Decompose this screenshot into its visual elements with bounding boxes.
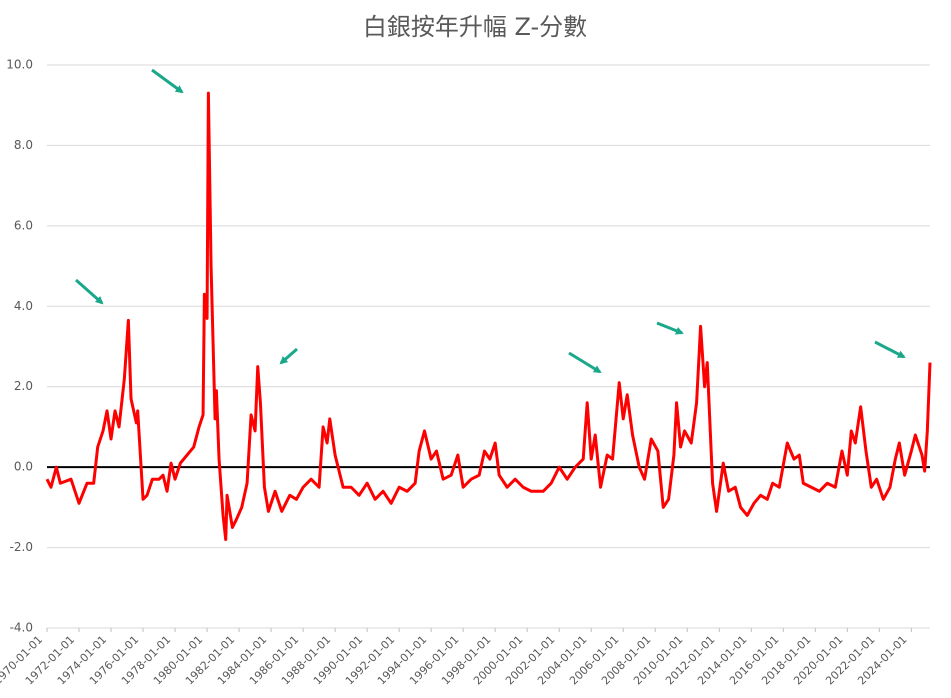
y-tick-label: 2.0 [14, 379, 33, 393]
y-tick-label: 4.0 [14, 299, 33, 313]
series-line [45, 91, 932, 542]
arrow [279, 347, 298, 365]
plot-area: -4.0-2.00.02.04.06.08.010.01970-01-01197… [0, 58, 932, 687]
y-tick-label: -2.0 [10, 540, 33, 554]
y-tick-label: 10.0 [6, 58, 33, 72]
arrow [151, 68, 184, 94]
arrow [75, 278, 104, 305]
y-tick-label: 8.0 [14, 138, 33, 152]
y-tick-label: 0.0 [14, 460, 33, 474]
arrow [568, 351, 602, 374]
arrow [656, 321, 684, 335]
annotation-arrows [75, 68, 906, 374]
chart-title: 白銀按年升幅 Z-分數 [363, 13, 587, 41]
y-tick-label: 6.0 [14, 218, 33, 232]
y-tick-label: -4.0 [10, 621, 33, 635]
arrow [874, 340, 906, 359]
